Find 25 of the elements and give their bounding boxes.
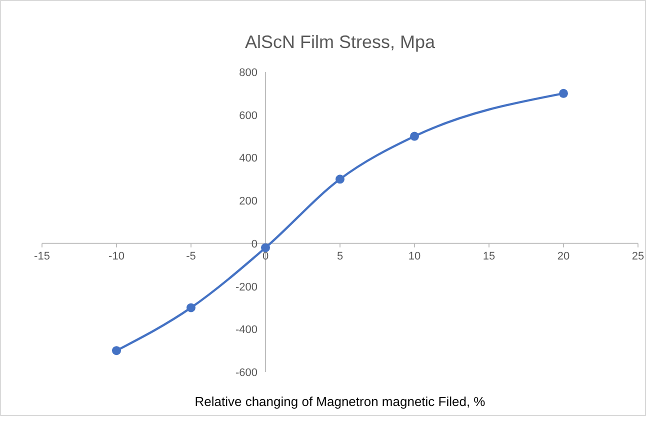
y-tick-label: -200	[235, 281, 258, 294]
y-tick-label: 0	[251, 238, 258, 250]
y-tick-label: 200	[239, 196, 258, 208]
point	[336, 174, 344, 184]
x-tick-label: 10	[408, 250, 421, 262]
point	[410, 132, 419, 141]
point	[186, 303, 196, 312]
point	[559, 88, 568, 98]
x-tick-label: 5	[336, 250, 344, 262]
point	[112, 346, 121, 356]
y-tick-label: 800	[239, 67, 258, 79]
x-tick-label: 20	[557, 250, 570, 262]
x-tick-label: -15	[34, 250, 50, 262]
point	[261, 243, 270, 252]
x-tick-label: 0	[262, 250, 269, 262]
y-tick-label: -600	[235, 367, 258, 379]
y-tick-label: 400	[239, 152, 258, 165]
y-tick-label: 600	[239, 110, 258, 122]
x-tick-label: -10	[108, 250, 124, 262]
x-axis-title: Relative changing of Magnetron magnetic Filed, %	[194, 394, 486, 409]
x-tick-label: 25	[632, 250, 644, 262]
chart-title: AlScN Film Stress, Mpa	[244, 32, 436, 52]
y-tick-label: -400	[235, 324, 258, 336]
x-tick-label: 15	[482, 250, 496, 262]
x-tick-label: -5	[186, 250, 196, 262]
